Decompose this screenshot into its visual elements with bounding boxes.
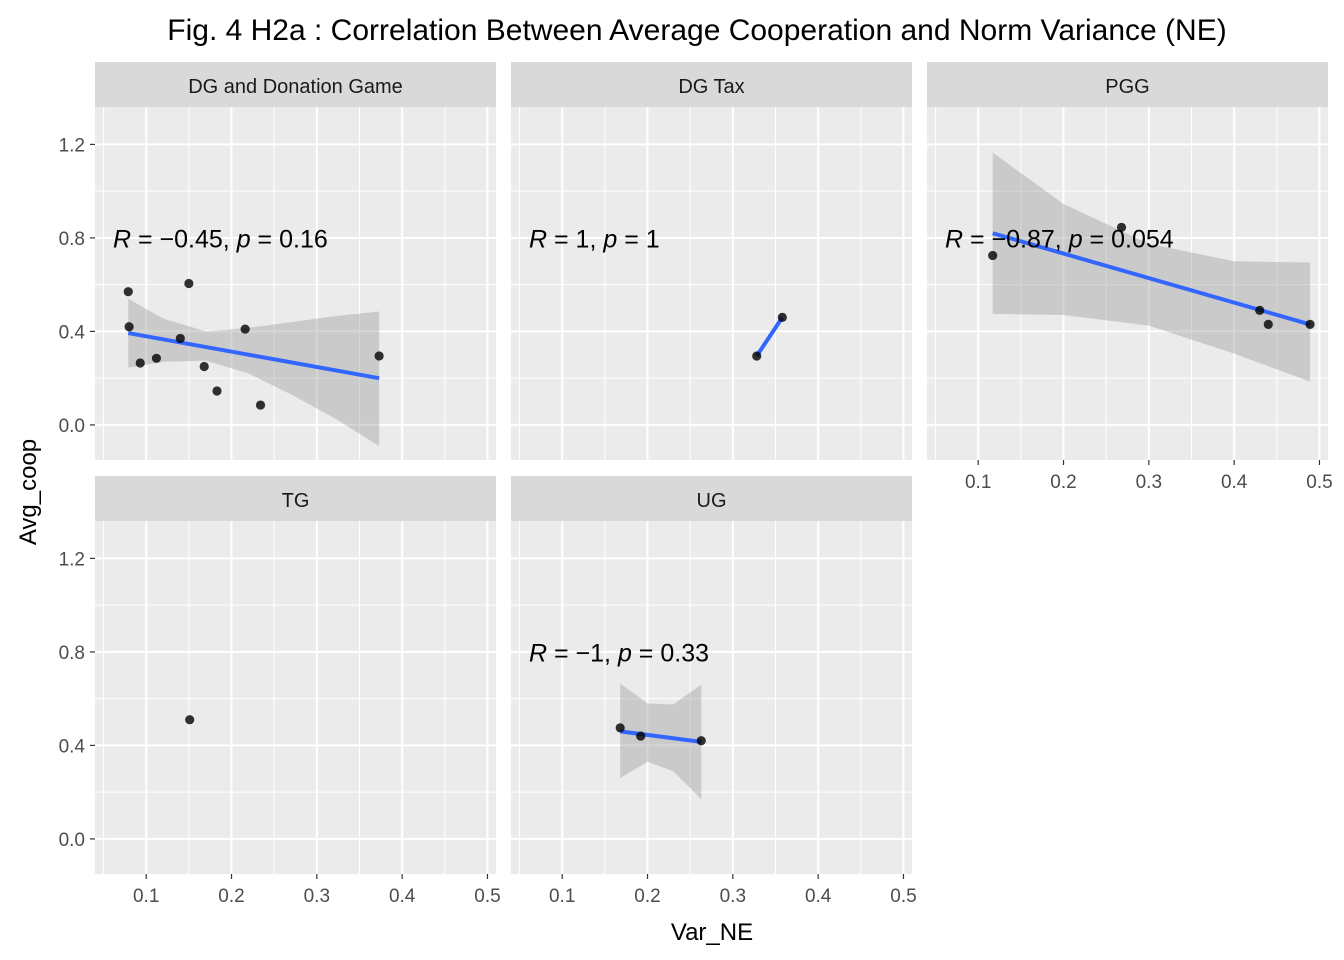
y-tick-label: 0.8 — [59, 643, 85, 664]
x-tick-label: 0.3 — [1136, 472, 1162, 493]
panel-dg-and-donation-game: DG and Donation Game R = −0.45, p = 0.16 0… — [59, 62, 496, 460]
x-tick-label: 0.2 — [634, 886, 660, 907]
data-point — [636, 731, 646, 741]
data-point — [135, 358, 145, 368]
x-tick-label: 0.5 — [890, 886, 916, 907]
data-point — [988, 250, 998, 261]
x-tick-label: 0.4 — [805, 886, 832, 907]
panel-tg: TG 0.0 0.4 0.8 1.2 0.1 0.2 0.3 0.4 0.5 — [59, 476, 501, 907]
panel-dg-tax: DG Tax R = 1, p = 1 — [511, 62, 912, 460]
facet-strip-label: PGG — [1105, 76, 1149, 98]
y-tick-label: 0.0 — [59, 416, 85, 437]
stat-label-part: R — [113, 225, 131, 253]
x-tick-label: 0.5 — [1306, 472, 1332, 493]
data-point — [1305, 319, 1315, 330]
stat-label-part: = 0.16 — [251, 225, 328, 253]
confidence-band — [992, 152, 1311, 382]
regression-line — [755, 316, 784, 358]
data-point — [184, 278, 194, 289]
data-point — [777, 312, 787, 322]
stat-label-part: R — [945, 225, 963, 253]
x-tick-label: 0.1 — [549, 886, 575, 907]
facet-strip — [927, 62, 1328, 107]
x-axis-title: Var_NE — [671, 919, 753, 946]
y-tick-label: 0.8 — [59, 229, 85, 250]
regression-line — [619, 729, 702, 744]
data-point — [123, 287, 133, 297]
confidence-band — [128, 298, 380, 446]
panel-pgg: PGG R = −0.87, p = 0.054 0.1 0.2 0.3 0.4 0.5 — [927, 62, 1333, 493]
y-tick-label: 0.4 — [59, 322, 86, 343]
data-point — [240, 324, 250, 334]
x-tick-label: 0.3 — [304, 886, 330, 907]
stat-label-part: R — [529, 225, 547, 253]
stat-label-part: R — [529, 639, 547, 667]
stat-label-part: = −1, — [547, 639, 618, 667]
confidence-band — [620, 683, 702, 800]
facet-strip — [95, 62, 496, 107]
stat-label-part: p — [236, 225, 251, 253]
stat-label-part: p — [602, 225, 617, 253]
correlation-stat-label: R = −1, p = 0.33 — [529, 639, 709, 667]
data-point — [124, 322, 134, 332]
y-tick-label: 0.4 — [59, 736, 86, 757]
correlation-stat-label: R = 1, p = 1 — [529, 225, 660, 253]
data-point — [151, 353, 162, 363]
stat-label-part: = −0.87, — [963, 225, 1069, 253]
data-point — [696, 736, 706, 746]
panel-background — [95, 521, 496, 874]
data-point — [374, 351, 384, 361]
stat-label-part: p — [617, 639, 632, 667]
panel-background — [511, 107, 912, 460]
panels-layer: DG and Donation Game R = −0.45, p = 0.16 0… — [59, 62, 1333, 907]
facet-strip-label: DG Tax — [678, 76, 744, 98]
facet-strip — [511, 62, 912, 107]
stat-label-part: p — [1068, 225, 1083, 253]
regression-line — [127, 331, 380, 381]
stat-label-part: = 1 — [617, 225, 659, 253]
panel-background — [95, 107, 496, 460]
facet-strip-label: UG — [697, 490, 727, 512]
x-tick-label: 0.4 — [389, 886, 416, 907]
data-point — [1116, 222, 1127, 232]
stat-label-part: = 0.054 — [1083, 225, 1174, 253]
x-tick-label: 0.3 — [720, 886, 746, 907]
data-point — [255, 400, 266, 410]
data-point — [212, 386, 222, 396]
data-point — [615, 723, 625, 733]
correlation-stat-label: R = −0.87, p = 0.054 — [945, 225, 1174, 253]
data-point — [199, 361, 209, 372]
data-point — [1255, 305, 1265, 315]
facet-strip — [511, 476, 912, 521]
x-tick-label: 0.2 — [218, 886, 244, 907]
x-tick-label: 0.1 — [133, 886, 159, 907]
x-tick-label: 0.2 — [1050, 472, 1076, 493]
facet-strip-label: DG and Donation Game — [188, 76, 403, 98]
panel-ug: UG R = −1, p = 0.33 0.1 0.2 0.3 0.4 0.5 — [511, 476, 917, 907]
stat-label-part: = 0.33 — [632, 639, 709, 667]
y-tick-label: 1.2 — [59, 549, 85, 570]
x-tick-label: 0.5 — [474, 886, 500, 907]
correlation-stat-label: R = −0.45, p = 0.16 — [113, 225, 328, 253]
panel-background — [927, 107, 1328, 460]
stat-label-part: = −0.45, — [131, 225, 237, 253]
stat-label-part: = 1, — [547, 225, 603, 253]
data-point — [752, 351, 762, 361]
y-tick-label: 0.0 — [59, 830, 85, 851]
data-point — [175, 333, 185, 344]
data-point — [185, 715, 195, 725]
facet-strip-label: TG — [282, 490, 310, 512]
chart-title: Fig. 4 H2a : Correlation Between Average… — [167, 14, 1226, 47]
y-tick-label: 1.2 — [59, 135, 85, 156]
facet-strip — [95, 476, 496, 521]
x-tick-label: 0.4 — [1221, 472, 1248, 493]
panel-background — [511, 521, 912, 874]
x-tick-label: 0.1 — [965, 472, 991, 493]
data-point — [1263, 319, 1273, 330]
y-axis-title: Avg_coop — [15, 439, 42, 545]
